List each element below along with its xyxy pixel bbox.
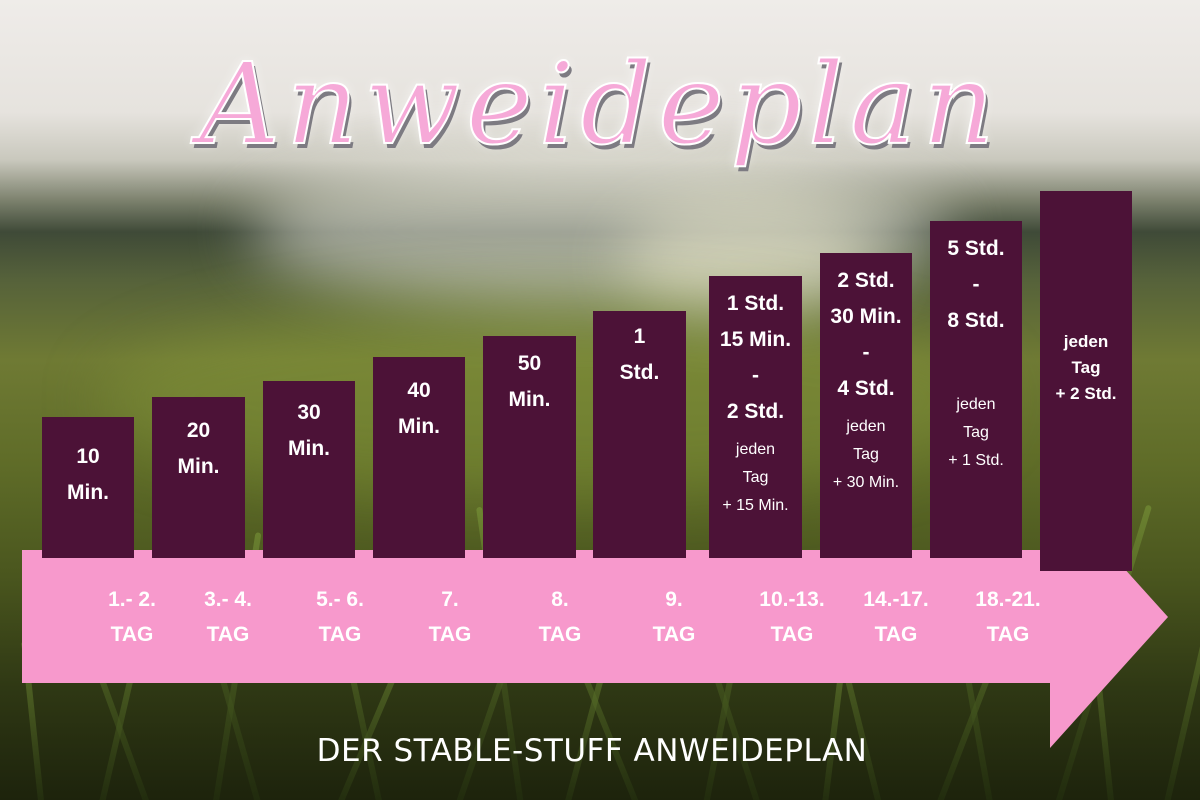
duration-line: 10 [76, 445, 100, 468]
day-label-line: 3.- 4. [204, 588, 252, 611]
day-label-line: 9. [665, 588, 683, 611]
increment-line: + 30 Min. [832, 474, 900, 491]
duration-line: 2 Std. [726, 400, 785, 423]
duration-line: Min. [67, 481, 109, 504]
increment-line: Tag [963, 424, 989, 441]
bar-step-6: 1 Std. [593, 311, 686, 558]
footer-caption: DER STABLE-STUFF ANWEIDEPLAN [316, 733, 868, 769]
duration-text: 30 Min. [263, 395, 355, 467]
day-label-8: 14.-17. TAG [836, 582, 956, 652]
duration-line: 1 [633, 325, 646, 348]
day-label-line: TAG [986, 623, 1030, 646]
day-label-6: 9. TAG [614, 582, 734, 652]
day-label-line: 1.- 2. [108, 588, 156, 611]
duration-text: 5 Std. - 8 Std. [930, 231, 1022, 339]
duration-line: - [752, 364, 759, 387]
day-label-line: TAG [770, 623, 814, 646]
duration-line: Min. [398, 415, 440, 438]
day-label-line: 5.- 6. [316, 588, 364, 611]
bar-step-5: 50 Min. [483, 336, 576, 558]
duration-line: - [862, 341, 870, 364]
duration-text: 20 Min. [152, 413, 245, 485]
day-label-line: TAG [318, 623, 362, 646]
duration-line: 50 [517, 352, 542, 375]
duration-line: 2 Std. [837, 269, 895, 292]
duration-line: Min. [288, 437, 330, 460]
duration-line: Std. [619, 361, 660, 384]
day-label-line: 7. [441, 588, 459, 611]
duration-line: - [972, 273, 980, 296]
bar-step-1: 10 Min. [42, 417, 134, 558]
duration-text: 1 Std. 15 Min. - 2 Std. [709, 286, 802, 430]
bar-step-9: 5 Std. - 8 Std. jeden Tag + 1 Std. [930, 221, 1022, 558]
duration-line: Min. [177, 455, 220, 478]
duration-line: 1 Std. [726, 292, 785, 315]
duration-line: Min. [508, 388, 551, 411]
duration-text: 50 Min. [483, 346, 576, 418]
bar-step-2: 20 Min. [152, 397, 245, 558]
increment-text: jeden Tag + 1 Std. [930, 391, 1022, 475]
duration-line: 8 Std. [947, 309, 1005, 332]
day-label-line: TAG [110, 623, 154, 646]
bar-step-7: 1 Std. 15 Min. - 2 Std. jeden Tag + 15 Min. [709, 276, 802, 558]
duration-line: 40 [407, 379, 431, 402]
increment-line: + 2 Std. [1055, 384, 1117, 403]
duration-line: 15 Min. [719, 328, 792, 351]
day-label-line: TAG [874, 623, 918, 646]
day-label-line: 18.-21. [975, 588, 1041, 611]
bar-step-3: 30 Min. [263, 381, 355, 558]
day-label-line: 8. [551, 588, 569, 611]
duration-line: 5 Std. [947, 237, 1005, 260]
page-title: Anweideplan [198, 39, 1001, 171]
bar-step-8: 2 Std. 30 Min. - 4 Std. jeden Tag + 30 Min. [820, 253, 912, 558]
increment-line: Tag [853, 446, 879, 463]
day-label-line: 14.-17. [863, 588, 929, 611]
increment-line: jeden [846, 418, 886, 435]
increment-line: jeden [1063, 332, 1109, 351]
day-label-line: 10.-13. [759, 588, 825, 611]
day-label-1: 1.- 2. TAG [72, 582, 192, 652]
duration-text: 10 Min. [42, 439, 134, 511]
duration-line: 4 Std. [837, 377, 895, 400]
duration-line: 30 Min. [830, 305, 902, 328]
increment-line: Tag [742, 469, 769, 486]
day-label-2: 3.- 4. TAG [168, 582, 288, 652]
duration-line: 20 [186, 419, 211, 442]
increment-line: jeden [735, 441, 776, 458]
increment-text: jeden Tag + 30 Min. [820, 413, 912, 497]
bar-step-10: jeden Tag + 2 Std. [1040, 191, 1132, 571]
increment-line: + 1 Std. [948, 452, 1004, 469]
duration-text: 2 Std. 30 Min. - 4 Std. [820, 263, 912, 407]
duration-line: 30 [297, 401, 321, 424]
duration-text: 1 Std. [593, 319, 686, 391]
increment-text: jeden Tag + 2 Std. [1040, 329, 1132, 407]
day-label-7: 10.-13. TAG [732, 582, 852, 652]
day-label-4: 7. TAG [390, 582, 510, 652]
bar-step-4: 40 Min. [373, 357, 465, 558]
increment-line: jeden [956, 396, 996, 413]
day-label-line: TAG [206, 623, 250, 646]
duration-text: 40 Min. [373, 373, 465, 445]
increment-line: + 15 Min. [722, 497, 789, 514]
day-label-3: 5.- 6. TAG [280, 582, 400, 652]
day-label-line: TAG [428, 623, 472, 646]
day-label-5: 8. TAG [500, 582, 620, 652]
day-label-line: TAG [652, 623, 696, 646]
day-label-9: 18.-21. TAG [948, 582, 1068, 652]
day-label-line: TAG [538, 623, 582, 646]
increment-text: jeden Tag + 15 Min. [709, 436, 802, 520]
increment-line: Tag [1071, 358, 1101, 377]
